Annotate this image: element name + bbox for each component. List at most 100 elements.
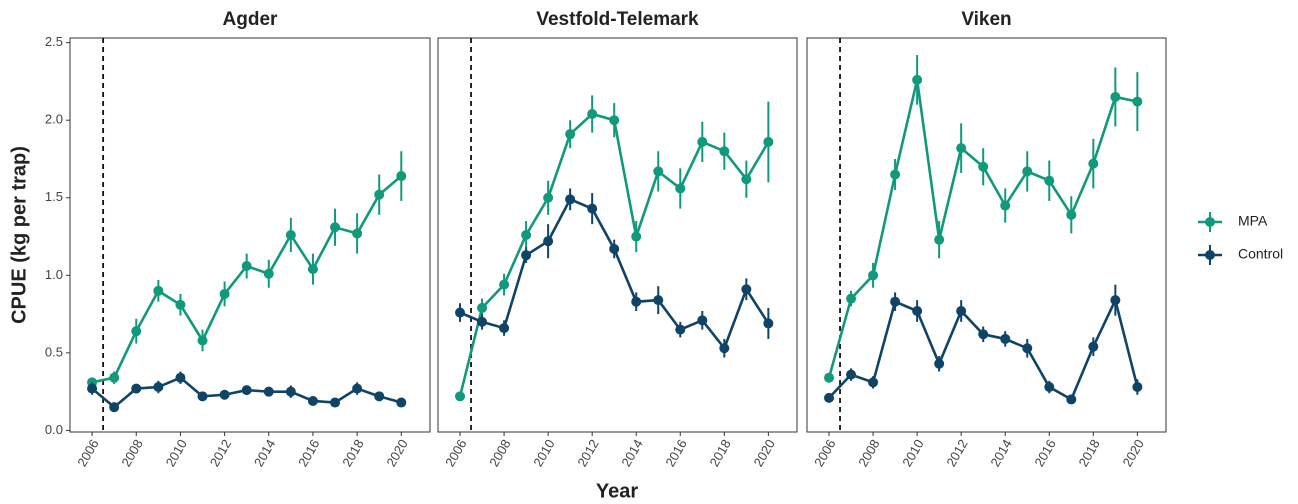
point	[912, 74, 923, 85]
point	[609, 115, 620, 126]
point	[565, 129, 576, 140]
point	[477, 302, 488, 313]
point	[719, 343, 730, 354]
point	[131, 383, 142, 394]
point	[719, 146, 730, 157]
point	[499, 323, 510, 334]
point	[934, 358, 945, 369]
point	[763, 318, 774, 329]
legend-label: MPA	[1238, 213, 1268, 229]
point	[675, 183, 686, 194]
y-tick-label: 2.0	[45, 112, 63, 127]
point	[285, 230, 296, 240]
point	[241, 261, 252, 272]
point	[285, 386, 296, 397]
point	[697, 136, 708, 147]
point	[631, 231, 642, 242]
point	[543, 236, 554, 247]
point	[543, 192, 554, 203]
y-tick-label: 1.5	[45, 189, 63, 204]
point	[912, 306, 923, 317]
x-tick-label: 2008	[118, 437, 145, 470]
point	[1066, 209, 1077, 220]
point	[1044, 382, 1055, 393]
legend-swatch-point	[1205, 217, 1215, 227]
x-tick-label: 2008	[486, 437, 513, 470]
point	[934, 234, 945, 245]
x-tick-label: 2020	[383, 437, 410, 470]
panel-frame	[437, 37, 798, 433]
x-tick-label: 2012	[207, 437, 234, 470]
point	[609, 243, 620, 254]
point	[1088, 341, 1099, 352]
point	[499, 279, 510, 290]
point	[330, 397, 341, 408]
point	[868, 270, 879, 281]
x-tick-label: 2016	[1031, 437, 1058, 470]
point	[219, 389, 230, 400]
point	[109, 372, 120, 383]
point	[824, 392, 835, 403]
x-tick-label: 2014	[618, 437, 645, 470]
point	[521, 230, 532, 240]
point	[1022, 166, 1033, 177]
point	[396, 171, 407, 182]
point	[1132, 96, 1143, 107]
point	[1022, 343, 1033, 354]
point	[197, 335, 208, 346]
point	[1000, 333, 1011, 344]
point	[352, 383, 363, 394]
point	[1132, 382, 1143, 393]
x-tick-label: 2018	[339, 437, 366, 470]
y-tick-label: 0.0	[45, 422, 63, 437]
point	[455, 391, 466, 402]
y-tick-label: 2.5	[45, 34, 63, 49]
point	[565, 194, 576, 205]
point	[741, 284, 752, 295]
point	[890, 169, 901, 180]
point	[197, 391, 208, 402]
point	[374, 189, 385, 200]
panel-title: Agder	[223, 9, 279, 30]
point	[1110, 91, 1121, 102]
x-tick-label: 2006	[74, 437, 101, 470]
point	[1110, 295, 1121, 306]
point	[455, 307, 466, 318]
point	[477, 316, 488, 327]
x-tick-label: 2020	[750, 437, 777, 470]
point	[153, 382, 164, 393]
point	[741, 174, 752, 185]
point	[521, 250, 532, 261]
panel-frame	[69, 37, 431, 433]
legend-swatch-point	[1205, 250, 1215, 260]
point	[175, 372, 186, 383]
point	[697, 315, 708, 326]
point	[868, 377, 879, 388]
x-tick-label: 2010	[899, 437, 926, 470]
panel-frame	[806, 37, 1167, 433]
y-tick-label: 0.5	[45, 344, 63, 359]
x-tick-label: 2016	[662, 437, 689, 470]
x-tick-label: 2014	[987, 437, 1014, 470]
point	[846, 293, 857, 304]
series-line	[91, 175, 403, 384]
point	[352, 228, 363, 239]
point	[675, 324, 686, 335]
point	[307, 264, 318, 275]
point	[890, 296, 901, 307]
point	[87, 383, 98, 394]
point	[307, 395, 318, 406]
legend-label: Control	[1238, 246, 1283, 262]
point	[1088, 158, 1099, 169]
point	[631, 296, 642, 307]
x-tick-label: 2010	[530, 437, 557, 470]
point	[846, 369, 857, 380]
x-tick-label: 2014	[251, 437, 278, 470]
point	[587, 203, 598, 214]
panel-title: Viken	[961, 9, 1011, 30]
point	[824, 372, 835, 383]
point	[978, 329, 989, 340]
point	[219, 288, 230, 299]
point	[241, 385, 252, 396]
